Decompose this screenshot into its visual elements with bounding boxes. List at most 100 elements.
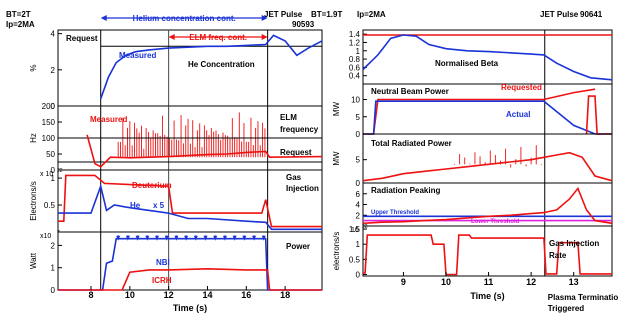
- x-tick-label: 14: [202, 290, 212, 300]
- nbi-step-arrow: [252, 235, 257, 241]
- y-tick-label: 200: [42, 102, 56, 111]
- y-tick-label: 0: [51, 286, 56, 295]
- x-axis-label: Time (s): [173, 303, 207, 313]
- bt-label: BT=1.9T: [311, 10, 342, 19]
- nbi-step-arrow: [125, 235, 130, 241]
- panel-annotation: Injection: [286, 184, 319, 193]
- termination-label: Triggered: [548, 304, 585, 313]
- y-tick-label: 2: [51, 241, 56, 250]
- y-axis-label: Hz: [29, 133, 38, 143]
- exponent-base: x 10: [40, 171, 53, 178]
- y-tick-label: 0: [356, 270, 361, 279]
- series-line-nbi: [58, 237, 322, 291]
- series-line-total-radiated-power: [362, 151, 613, 182]
- x-tick-label: 16: [241, 290, 251, 300]
- panel-annotation: x 5: [153, 201, 165, 210]
- y-tick-label: 1: [356, 47, 361, 56]
- panel-annotation: Measured: [90, 115, 127, 124]
- span1-left-arrow: [100, 15, 107, 21]
- panel-annotation: Request: [66, 34, 98, 43]
- panel-annotation: He Concentration: [188, 60, 255, 69]
- nbi-step-arrow: [155, 235, 159, 241]
- y-tick-label: 0.5: [44, 201, 56, 210]
- panel-annotation: Rate: [549, 251, 567, 260]
- nbi-step-arrow: [135, 235, 140, 241]
- series-line-icrh: [58, 267, 322, 291]
- nbi-step-arrow: [116, 235, 121, 241]
- y-tick-label: 1.4: [349, 30, 361, 39]
- y-tick-label: 0.6: [349, 63, 361, 72]
- x-tick-label: 18: [280, 290, 290, 300]
- nbi-step-arrow: [174, 235, 179, 241]
- nbi-step-arrow: [184, 235, 189, 241]
- span2-left-arrow: [168, 34, 175, 40]
- series-line-he: [58, 183, 322, 231]
- panel-annotation: Power: [286, 242, 310, 251]
- series-line-measured: [86, 134, 323, 168]
- y-tick-label: 0: [356, 130, 361, 139]
- y-axis-label: MW: [332, 151, 341, 166]
- panel-annotation: Neutral Beam Power: [371, 87, 449, 96]
- nbi-step-arrow: [164, 235, 169, 241]
- y-tick-label: 1.5: [349, 225, 361, 234]
- panel-annotation: Measured: [119, 51, 156, 60]
- exponent-power: 22: [362, 224, 368, 230]
- y-tick-label: 1.2: [349, 38, 361, 47]
- panel-frame: [362, 29, 613, 85]
- series-line-radiation-peaking: [362, 186, 613, 225]
- y-tick-label: 0: [356, 179, 361, 188]
- x-tick-label: 11: [484, 277, 494, 287]
- span1-right-arrow: [261, 15, 268, 21]
- y-axis-label: Watt: [29, 252, 38, 269]
- x-tick-label: 10: [125, 290, 135, 300]
- panel-annotation: Normalised Beta: [435, 59, 499, 68]
- y-tick-label: 0.8: [349, 55, 361, 64]
- series-line-measured: [99, 34, 323, 100]
- nbi-step-arrow: [193, 235, 198, 241]
- ip-label: Ip=2MA: [357, 10, 386, 19]
- nbi-step-arrow: [261, 235, 266, 241]
- span2-label: ELM freq. cont.: [189, 33, 247, 42]
- series-line-deuterium: [58, 174, 322, 228]
- y-tick-label: 0: [51, 102, 56, 111]
- exponent-base: x10: [40, 233, 51, 240]
- y-tick-label: 6: [356, 190, 361, 199]
- panel-frame: [57, 169, 323, 233]
- x-tick-label: 13: [569, 277, 579, 287]
- panel-annotation: NBI: [156, 258, 170, 267]
- panel-annotation: Radiation Peaking: [371, 186, 440, 195]
- y-tick-label: 0.4: [349, 72, 361, 81]
- panel-annotation: Requested: [501, 83, 542, 92]
- nbi-step-arrow: [232, 235, 237, 241]
- series-line-normalised-beta: [362, 34, 613, 81]
- panel-annotation: frequency: [280, 125, 319, 134]
- x-tick-label: 8: [88, 290, 93, 300]
- nbi-step-arrow: [203, 235, 208, 241]
- series-line-gas-injection-rate: [363, 234, 612, 276]
- span2-right-arrow: [261, 34, 268, 40]
- panel-annotation: Total Radiated Power: [371, 139, 452, 148]
- nbi-step-arrow: [222, 235, 227, 241]
- y-tick-label: 0.5: [349, 255, 361, 264]
- y-tick-label: 0: [51, 166, 56, 175]
- span1-label: Helium concentration cont.: [133, 14, 236, 23]
- termination-label: Plasma Termination: [548, 293, 618, 302]
- y-tick-label: 5: [356, 156, 361, 165]
- panel-annotation: ELM: [280, 113, 297, 122]
- pulse-number: 90593: [292, 20, 315, 29]
- panel-annotation: Gas Injection: [549, 239, 599, 248]
- pulse-number: 90641: [580, 10, 603, 19]
- panel-annotation: Lower Threshold: [471, 219, 520, 225]
- x-tick-label: 10: [441, 277, 451, 287]
- exponent-base: 10: [351, 227, 359, 234]
- y-tick-label: 50: [46, 150, 55, 159]
- pulse-title: JET Pulse: [264, 10, 303, 19]
- y-tick-label: 100: [42, 134, 56, 143]
- exponent-power: 22: [57, 168, 63, 174]
- pulse-title: JET Pulse: [540, 10, 579, 19]
- y-tick-label: 4: [356, 201, 361, 210]
- y-tick-label: 2: [51, 66, 56, 75]
- panel-annotation: Gas: [286, 173, 302, 182]
